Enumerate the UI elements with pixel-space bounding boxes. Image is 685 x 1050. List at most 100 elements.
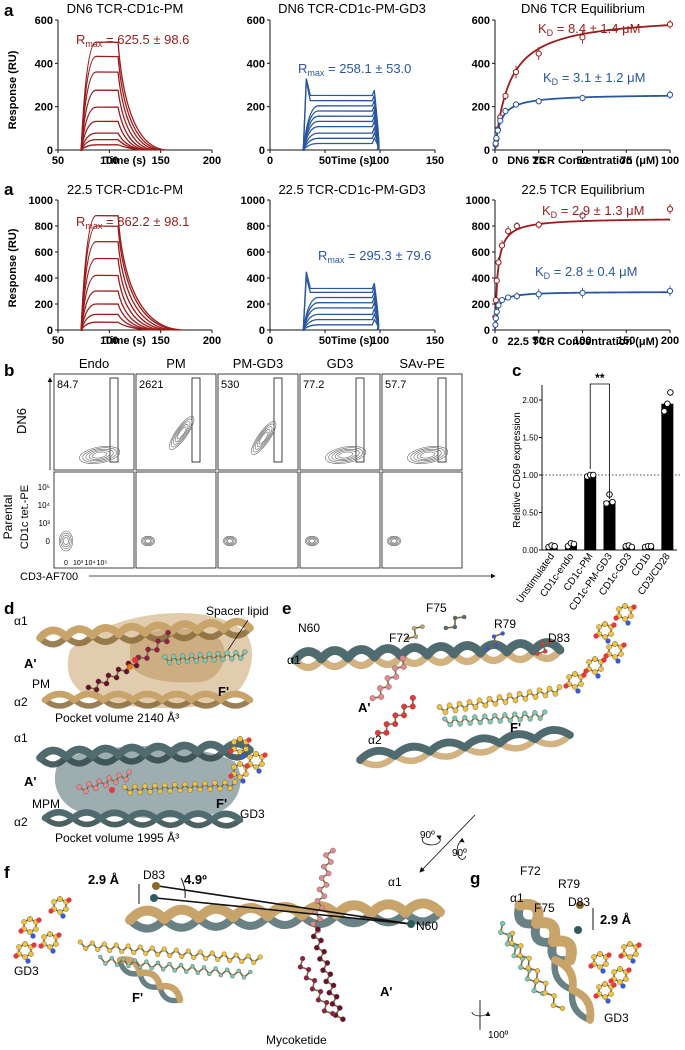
panel-letter-d: d (4, 599, 14, 618)
flow-contour (256, 429, 271, 447)
panel-letter-e: e (282, 599, 291, 618)
g-sugar1-atom (591, 954, 597, 960)
a-top-sensorgram-gd3: DN6 TCR-CD1c-PM-GD3 0 50 100 1500200400600 … (247, 1, 445, 167)
d2-mpm-atom (83, 788, 89, 795)
f-sugar2-oxygen (38, 943, 44, 949)
g-spacer-atom (500, 920, 506, 927)
e-pm-head-atom (400, 712, 407, 719)
d1-spacer-atom (171, 653, 177, 660)
f-A: A' (380, 984, 392, 999)
d1-alpha2-helix-back (218, 697, 253, 709)
d2-sugar2-atom (253, 751, 259, 757)
e-sugar1-atom (572, 684, 578, 690)
svg-text:90º: 90º (420, 830, 435, 841)
d2-gd3-tail-atom (137, 789, 143, 795)
f-angle-arc (180, 877, 186, 899)
a-bottom-eq-kd-pm: KD = 2.9 ± 1.3 μM (542, 203, 644, 220)
eq-b1-point (579, 212, 586, 219)
d-top-alpha2: α2 (14, 695, 28, 709)
d-bot-pocket: Pocket volume 1995 Å³ (55, 830, 179, 845)
eq-b1-fit-0 (494, 218, 671, 331)
panel-e-structure: N60 F72 F75 R79 D83 α1 A' α2 F' (287, 601, 637, 769)
e-spacer-atom (517, 717, 523, 723)
d2-mpm-atom (123, 776, 129, 783)
flow-contour (338, 451, 354, 459)
a-top-sens2-curves: 0 50 100 150 0 200 400 600 (247, 15, 445, 167)
e-sugar2-oxygen (601, 657, 607, 663)
f-gd3-tail-atom (233, 952, 239, 958)
f-spacer-atom (98, 954, 103, 960)
eq-b1-ytick-label: 800 (472, 221, 490, 233)
d2-alpha1-helix-front (193, 740, 228, 756)
f-myco-branch-atom (300, 955, 306, 962)
e-sugar1-atom (566, 674, 572, 680)
eq-a1-ytick-label: 0 (484, 145, 490, 157)
f-myco-upper-atom (325, 870, 332, 877)
sens-b2-ytick-label: 200 (247, 299, 265, 311)
d-top-spacer-label: Spacer lipid (206, 604, 269, 618)
e-sugar5-nitrogen (625, 620, 631, 626)
a-bottom-eq-title: 22.5 TCR Equilibrium (521, 182, 644, 197)
f-alpha1-helix-front (159, 904, 204, 925)
f-myco-lower-atom (326, 989, 333, 996)
f-spacer-atom (218, 972, 224, 978)
a-bottom-equilibrium: 22.5 TCR Equilibrium 0 50 100 150 200 0 200 400… (466, 182, 680, 348)
sens-a2-curve (302, 78, 380, 151)
d1-alpha1-helix-front (36, 626, 71, 642)
g-helix-front (547, 935, 577, 966)
d2-alpha1-helix-front (36, 746, 71, 762)
d2-gd3-tail-atom (167, 788, 173, 794)
flow-contour-bottom (388, 536, 400, 546)
e-r79-side-atom (493, 643, 499, 648)
e-sugar1-atom (578, 681, 584, 687)
d2-sugar1-atom (237, 774, 243, 780)
f-gd3-tail-atom (245, 953, 251, 959)
flow-plot-bottom (53, 471, 135, 569)
d2-sugar2-atom (247, 754, 253, 760)
f-myco-lower-atom (324, 960, 331, 966)
sens-a2-xtick-label: 0 (267, 155, 273, 167)
g-sugar1-atom (597, 964, 603, 970)
a-top-sens2-title: DN6 TCR-CD1c-PM-GD3 (278, 1, 426, 16)
e-pm-atom (385, 683, 392, 690)
d-top-PM: PM (32, 677, 50, 691)
a-bottom-eq-xlabel: 22.5 TCR Concentration (μM) (508, 336, 659, 348)
g-loop-front (568, 986, 595, 1024)
g-d83-atom-b (574, 926, 582, 934)
eq-a1-ytick-label: 600 (472, 15, 490, 27)
e-F: F' (510, 720, 521, 735)
e-sugar1-nitrogen (575, 688, 581, 694)
d2-alpha2-helix-front (125, 809, 160, 823)
f-N60: N60 (416, 919, 438, 933)
sens-b2-ytick-label: 0 (259, 325, 265, 337)
a-top-sens1-xlabel: Time (s) (104, 155, 146, 167)
f-sugar3-atom (28, 951, 34, 957)
cd69-significance-label: ** (595, 371, 605, 385)
e-pm-atom (384, 675, 391, 682)
g-D83: D83 (568, 895, 590, 909)
e-sugar5-oxygen (631, 604, 637, 610)
e-f75-side-atom (452, 615, 458, 621)
g-gd3-tail-atom (525, 965, 531, 971)
d1-pm-atom (85, 684, 92, 691)
flow-contour-bottom (225, 537, 235, 545)
d2-gd3-tail-atom (202, 780, 208, 786)
g-sugar2-atom (617, 979, 623, 985)
a-bottom-sens1-xlabel: Time (s) (104, 335, 146, 347)
f-sugar1-nitrogen (30, 933, 36, 939)
g-gd3-tail-atom (518, 943, 524, 949)
sens-a2-ytick-label: 600 (247, 15, 265, 27)
cd69-point (664, 400, 671, 408)
eq-a1-point (535, 98, 542, 105)
flow-row-label-parental: Parental (1, 495, 15, 540)
e-sugar4-atom (602, 634, 608, 640)
e-sugar4-atom (596, 624, 602, 630)
e-sugar2-atom (592, 656, 598, 662)
sens-a1-ytick-label: 0 (47, 145, 53, 157)
f-myco-branch-atom (324, 999, 330, 1006)
sens-a1-curve (80, 106, 151, 151)
e-spacer-atom (532, 710, 538, 716)
a-bottom-sens1-title: 22.5 TCR-CD1c-PM (67, 182, 183, 197)
d2-gd3-tail-atom (207, 786, 213, 792)
flow-contour-bottom (226, 538, 234, 544)
